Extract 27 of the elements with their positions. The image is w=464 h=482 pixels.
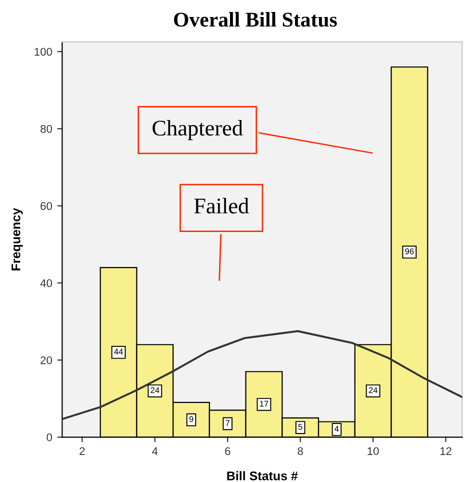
y-tick-label: 0 — [46, 433, 52, 442]
y-tick-label: 60 — [40, 202, 52, 210]
x-tick-label: 6 — [225, 447, 230, 456]
annotation: Failed — [194, 198, 249, 214]
data-label: 5 — [298, 424, 302, 430]
chart-title: Overall Bill Status — [174, 12, 337, 27]
y-tick-label: 20 — [40, 356, 52, 364]
data-label: 7 — [226, 420, 230, 426]
y-axis-title: Frequency — [12, 208, 23, 270]
x-tick-label: 12 — [440, 447, 452, 455]
line-series — [62, 330, 462, 420]
data-label: 24 — [150, 387, 160, 394]
x-tick-label: 4 — [152, 447, 158, 455]
x-tick-label: 8 — [298, 447, 303, 456]
annotation: Chaptered — [152, 120, 243, 140]
x-tick-label: 10 — [368, 447, 379, 456]
data-label: 44 — [114, 348, 123, 354]
data-label: 96 — [405, 248, 414, 254]
y-tick-label: 80 — [40, 124, 52, 133]
y-tick-label: 40 — [40, 279, 52, 288]
data-label: 24 — [368, 387, 378, 394]
x-tick-label: 2 — [80, 447, 85, 455]
data-label: 9 — [189, 416, 194, 422]
y-tick-label: 100 — [34, 48, 52, 56]
x-axis-title: Bill Status # — [227, 471, 298, 480]
data-label: 4 — [334, 426, 339, 432]
data-label: 17 — [260, 400, 268, 407]
